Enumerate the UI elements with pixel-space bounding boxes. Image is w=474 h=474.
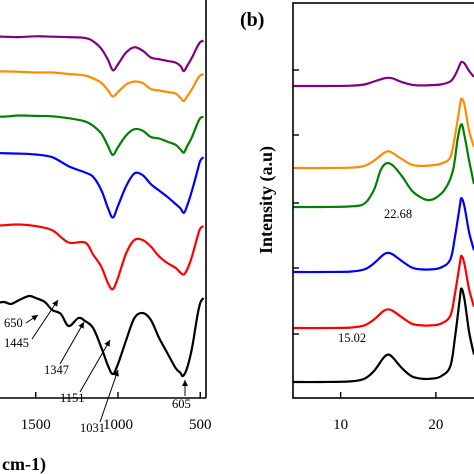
peak-label: 1347: [44, 363, 69, 377]
xrd-trace-5: [292, 254, 474, 330]
panel-b-annotations: 22.68 15.02: [338, 207, 412, 345]
xrd-trace-2: [292, 97, 474, 170]
panel-a-x-ticks: 1500 1000 500: [21, 392, 212, 433]
panel-a-frame: [0, 0, 207, 399]
annotation-arrowhead: [78, 322, 84, 329]
annotation-arrowhead: [52, 300, 58, 307]
ftir-trace-3: [0, 114, 204, 156]
panel-a-series: [0, 35, 205, 378]
xrd-trace-4: [292, 197, 474, 274]
panel-b-plot-border: [292, 2, 474, 399]
peak-label: 1445: [4, 336, 29, 350]
ftir-trace-1: [0, 35, 205, 73]
panel-b-series: [292, 60, 474, 384]
panel-b-x-ticks: 10 20: [333, 392, 443, 433]
panel-b-tick-label: 20: [428, 417, 443, 433]
panel-b-xrd: 10 20 22.68 15.02 (b) Intensity (a.u): [240, 2, 474, 433]
annotation-arrow: [79, 339, 111, 393]
panel-b-label: (b): [240, 9, 264, 31]
annotation-arrowhead: [182, 380, 188, 386]
peak-label: 1031: [80, 421, 105, 435]
annotation-arrow: [99, 369, 119, 423]
xrd-trace-1: [292, 60, 474, 88]
ftir-trace-2: [0, 70, 205, 103]
ftir-trace-5: [0, 223, 205, 291]
ftir-trace-4: [0, 151, 205, 219]
xrd-trace-6: [292, 287, 474, 384]
annotation-arrow: [59, 321, 85, 365]
peak-label: 605: [172, 397, 191, 411]
peak-label: 22.68: [384, 207, 412, 221]
panel-b-frame: [292, 2, 474, 399]
panel-a-tick-label: 1500: [21, 417, 51, 433]
annotation-arrowhead: [31, 315, 38, 321]
panel-a-tick-label: 1000: [103, 417, 133, 433]
panel-b-tick-label: 10: [333, 417, 348, 433]
panel-a-tick-label: 500: [189, 417, 212, 433]
peak-label: 650: [4, 316, 23, 330]
peak-label: 15.02: [338, 331, 366, 345]
xrd-trace-3: [292, 123, 474, 209]
ftir-trace-6: [0, 294, 205, 378]
panel-b-y-axis-label: Intensity (a.u): [256, 146, 277, 254]
annotation-arrowhead: [113, 370, 119, 377]
panel-a-x-axis-label: cm-1): [2, 454, 46, 474]
annotation-arrowhead: [104, 340, 110, 347]
annotation-arrow: [31, 299, 59, 340]
